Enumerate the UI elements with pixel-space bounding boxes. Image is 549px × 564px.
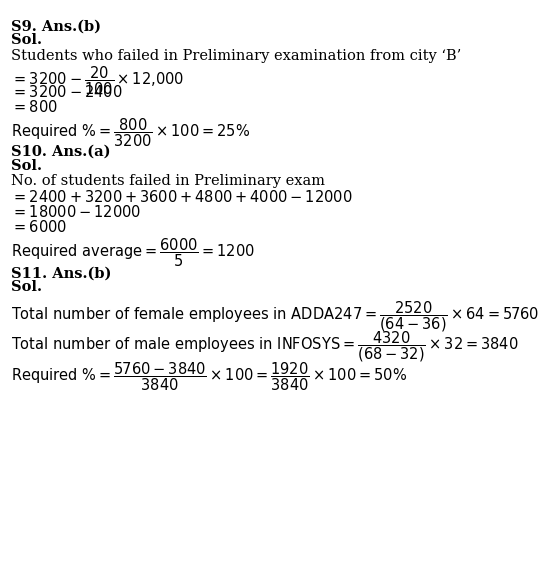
Text: S11. Ans.(b): S11. Ans.(b) [11,267,111,280]
Text: S10. Ans.(a): S10. Ans.(a) [11,145,110,159]
Text: $\mathrm{Total\ number\ of\ female\ employees\ in\ ADDA247} = \dfrac{2520}{(64-3: $\mathrm{Total\ number\ of\ female\ empl… [11,299,539,334]
Text: $\mathrm{Required\ average} = \dfrac{6000}{5} = 1200$: $\mathrm{Required\ average} = \dfrac{600… [11,237,255,269]
Text: $= 18000 - 12000$: $= 18000 - 12000$ [11,204,141,220]
Text: No. of students failed in Preliminary exam: No. of students failed in Preliminary ex… [11,174,325,188]
Text: $= 6000$: $= 6000$ [11,219,67,235]
Text: $= 3200 - \dfrac{20}{100} \times 12{,}000$: $= 3200 - \dfrac{20}{100} \times 12{,}00… [11,65,184,98]
Text: Sol.: Sol. [11,33,42,47]
Text: $= 3200 - 2400$: $= 3200 - 2400$ [11,84,122,100]
Text: S9. Ans.(b): S9. Ans.(b) [11,19,101,33]
Text: Sol.: Sol. [11,280,42,294]
Text: $\mathrm{Required\ \%} = \dfrac{800}{3200} \times 100 = 25\%$: $\mathrm{Required\ \%} = \dfrac{800}{320… [11,116,250,149]
Text: $= 800$: $= 800$ [11,99,58,115]
Text: $= 2400 + 3200 + 3600 + 4800 + 4000 - 12000$: $= 2400 + 3200 + 3600 + 4800 + 4000 - 12… [11,189,352,205]
Text: $\mathrm{Total\ number\ of\ male\ employees\ in\ INFOSYS} = \dfrac{4320}{(68-32): $\mathrm{Total\ number\ of\ male\ employ… [11,329,518,364]
Text: Students who failed in Preliminary examination from city ‘B’: Students who failed in Preliminary exami… [11,49,461,63]
Text: $\mathrm{Required\ \%} = \dfrac{5760-3840}{3840} \times 100 = \dfrac{1920}{3840}: $\mathrm{Required\ \%} = \dfrac{5760-384… [11,360,407,393]
Text: Sol.: Sol. [11,158,42,173]
